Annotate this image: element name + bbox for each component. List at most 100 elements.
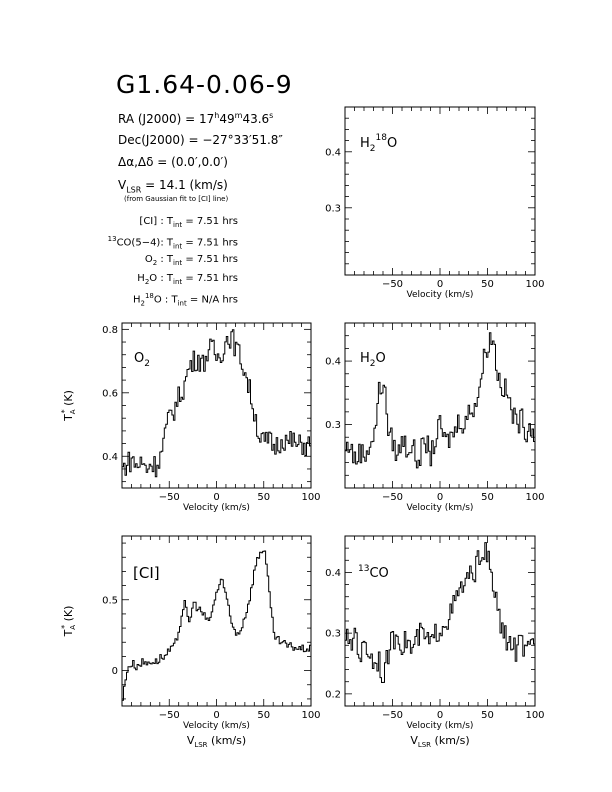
y-tick-label: 0.3 bbox=[325, 629, 341, 640]
x-axis-label: Velocity (km/s) bbox=[183, 503, 250, 513]
offset-label: Δα,Δδ = bbox=[118, 155, 172, 169]
x-tick-label: −50 bbox=[159, 492, 180, 503]
y-axis-label: TA* (K) bbox=[60, 390, 77, 422]
page-title: G1.64-0.06-9 bbox=[116, 70, 293, 99]
y-axis-label-main: T bbox=[62, 414, 75, 422]
spectrum-line-ci bbox=[122, 550, 311, 701]
offset-value: (0.0′,0.0′) bbox=[171, 155, 228, 169]
y-tick-label: 0 bbox=[112, 666, 118, 677]
x-axis-label: Velocity (km/s) bbox=[407, 503, 474, 513]
species-sub: 2 bbox=[144, 359, 150, 369]
y-axis-label-main: T bbox=[62, 629, 75, 637]
vlsr-line: VLSR = 14.1 (km/s) bbox=[118, 178, 228, 194]
x-tick-label: 0 bbox=[213, 492, 219, 503]
panel-13co: −50 0 50 100 Velocity (km/s) 0.2 0.3 0.4 VLSR (k… bbox=[325, 535, 545, 749]
int-time-o2: O2 : Tint = 7.51 hrs bbox=[144, 254, 238, 267]
x-tick-label: 0 bbox=[213, 710, 219, 721]
species-tail: O bbox=[387, 136, 397, 151]
y-axis-label-sub: A bbox=[69, 625, 77, 630]
species-label-o2: O2 bbox=[134, 351, 150, 369]
y-tick-label: 0.3 bbox=[325, 420, 341, 431]
x-tick-label: 0 bbox=[437, 279, 443, 290]
x-axis-label: Velocity (km/s) bbox=[407, 721, 474, 731]
vlsr-note: (from Gaussian fit to [CI] line) bbox=[124, 195, 229, 203]
species-label-13co: 13CO bbox=[358, 564, 389, 581]
y-axis-label-unit: (K) bbox=[62, 390, 75, 409]
offset-line: Δα,Δδ = (0.0′,0.0′) bbox=[118, 155, 228, 169]
y-tick-label: 0.5 bbox=[102, 595, 118, 606]
panel-h2o: −50 0 50 100 Velocity (km/s) 0.3 0.4 H2O bbox=[325, 322, 545, 513]
ra-hours: 17 bbox=[199, 112, 215, 126]
plot-frame bbox=[344, 535, 536, 707]
vlsr-caption-unit: (km/s) bbox=[431, 734, 470, 747]
ra-minutes: 49 bbox=[219, 112, 235, 126]
int-species-ci: [CI] bbox=[139, 216, 158, 227]
species-sup: 13 bbox=[358, 564, 369, 574]
x-tick-label: 100 bbox=[525, 279, 544, 290]
panel-o2: −50 0 50 100 Velocity (km/s) 0.4 0.6 0.8 TA* (K)… bbox=[60, 322, 321, 513]
spectrum-line-h2o bbox=[345, 332, 535, 469]
x-tick-label: 50 bbox=[481, 279, 494, 290]
x-tick-label: 0 bbox=[437, 710, 443, 721]
y-axis-label-sub: A bbox=[69, 409, 77, 414]
species-sub: 2 bbox=[370, 359, 376, 369]
species-main: O bbox=[134, 351, 144, 366]
int-value-h2o: 7.51 hrs bbox=[196, 273, 238, 284]
x-tick-label: −50 bbox=[382, 279, 403, 290]
dec-line: Dec(J2000) = −27°33′51.8″ bbox=[118, 133, 283, 147]
y-tick-label: 0.6 bbox=[102, 388, 118, 399]
y-tick-label: 0.3 bbox=[325, 203, 341, 214]
dec-value: −27°33′51.8″ bbox=[202, 133, 283, 147]
species-sub: 2 bbox=[370, 144, 376, 154]
species-tail: O bbox=[376, 351, 386, 366]
plot-frame bbox=[121, 535, 312, 707]
int-value-o2: 7.51 hrs bbox=[196, 254, 238, 265]
species-label-h2o: H2O bbox=[360, 351, 386, 369]
vlsr-axis-caption: VLSR (km/s) bbox=[187, 734, 246, 749]
y-tick-label: 0.4 bbox=[325, 147, 341, 158]
y-axis-label: TA* (K) bbox=[60, 606, 77, 638]
x-tick-label: −50 bbox=[382, 710, 403, 721]
x-tick-label: 100 bbox=[301, 492, 320, 503]
vlsr-caption-main: V bbox=[187, 734, 195, 747]
dec-label: Dec(J2000) = bbox=[118, 133, 203, 147]
y-tick-label: 0.8 bbox=[102, 325, 118, 336]
spectrum-line-o2 bbox=[122, 329, 311, 478]
species-tail: CO bbox=[369, 566, 388, 581]
vlsr-caption-sub: LSR bbox=[194, 741, 207, 749]
int-time-h2o: H2O : Tint = 7.51 hrs bbox=[137, 273, 238, 286]
x-tick-label: 100 bbox=[525, 492, 544, 503]
x-tick-label: 0 bbox=[437, 492, 443, 503]
x-tick-label: 50 bbox=[481, 710, 494, 721]
x-tick-label: 100 bbox=[525, 710, 544, 721]
y-tick-label: 0.2 bbox=[325, 689, 341, 700]
plot-frame bbox=[121, 322, 312, 489]
y-tick-label: 0.4 bbox=[102, 452, 118, 463]
x-tick-label: −50 bbox=[382, 492, 403, 503]
vlsr-caption-main: V bbox=[410, 734, 418, 747]
vlsr-sub: LSR bbox=[126, 185, 142, 195]
x-axis-label: Velocity (km/s) bbox=[407, 290, 474, 300]
plot-frame bbox=[344, 106, 536, 276]
ra-label: RA (J2000) = bbox=[118, 112, 199, 126]
int-time-13co: 13CO(5−4): Tint = 7.51 hrs bbox=[107, 235, 238, 251]
int-time-h2-18o: H218O : Tint = N/A hrs bbox=[132, 292, 238, 308]
x-tick-label: 50 bbox=[481, 492, 494, 503]
species-main: H bbox=[360, 351, 370, 366]
y-axis-label-unit: (K) bbox=[62, 606, 75, 625]
y-tick-label: 0.4 bbox=[325, 357, 341, 368]
species-label-ci: [CI] bbox=[133, 564, 160, 582]
panel-h2-18o: −50 0 50 100 Velocity (km/s) 0.3 0.4 H218O bbox=[325, 106, 545, 300]
vlsr-axis-caption: VLSR (km/s) bbox=[410, 734, 469, 749]
vlsr-caption-sub: LSR bbox=[418, 741, 431, 749]
vlsr-caption-unit: (km/s) bbox=[208, 734, 247, 747]
int-value-h2-18o: N/A hrs bbox=[201, 294, 238, 306]
species-sup: 18 bbox=[376, 133, 388, 143]
x-axis-label: Velocity (km/s) bbox=[183, 721, 250, 731]
spectrum-line-13co bbox=[345, 542, 535, 683]
x-tick-label: −50 bbox=[159, 710, 180, 721]
int-value-13co: 7.51 hrs bbox=[196, 237, 238, 249]
x-tick-label: 50 bbox=[257, 710, 270, 721]
vlsr-label: V bbox=[118, 178, 127, 192]
